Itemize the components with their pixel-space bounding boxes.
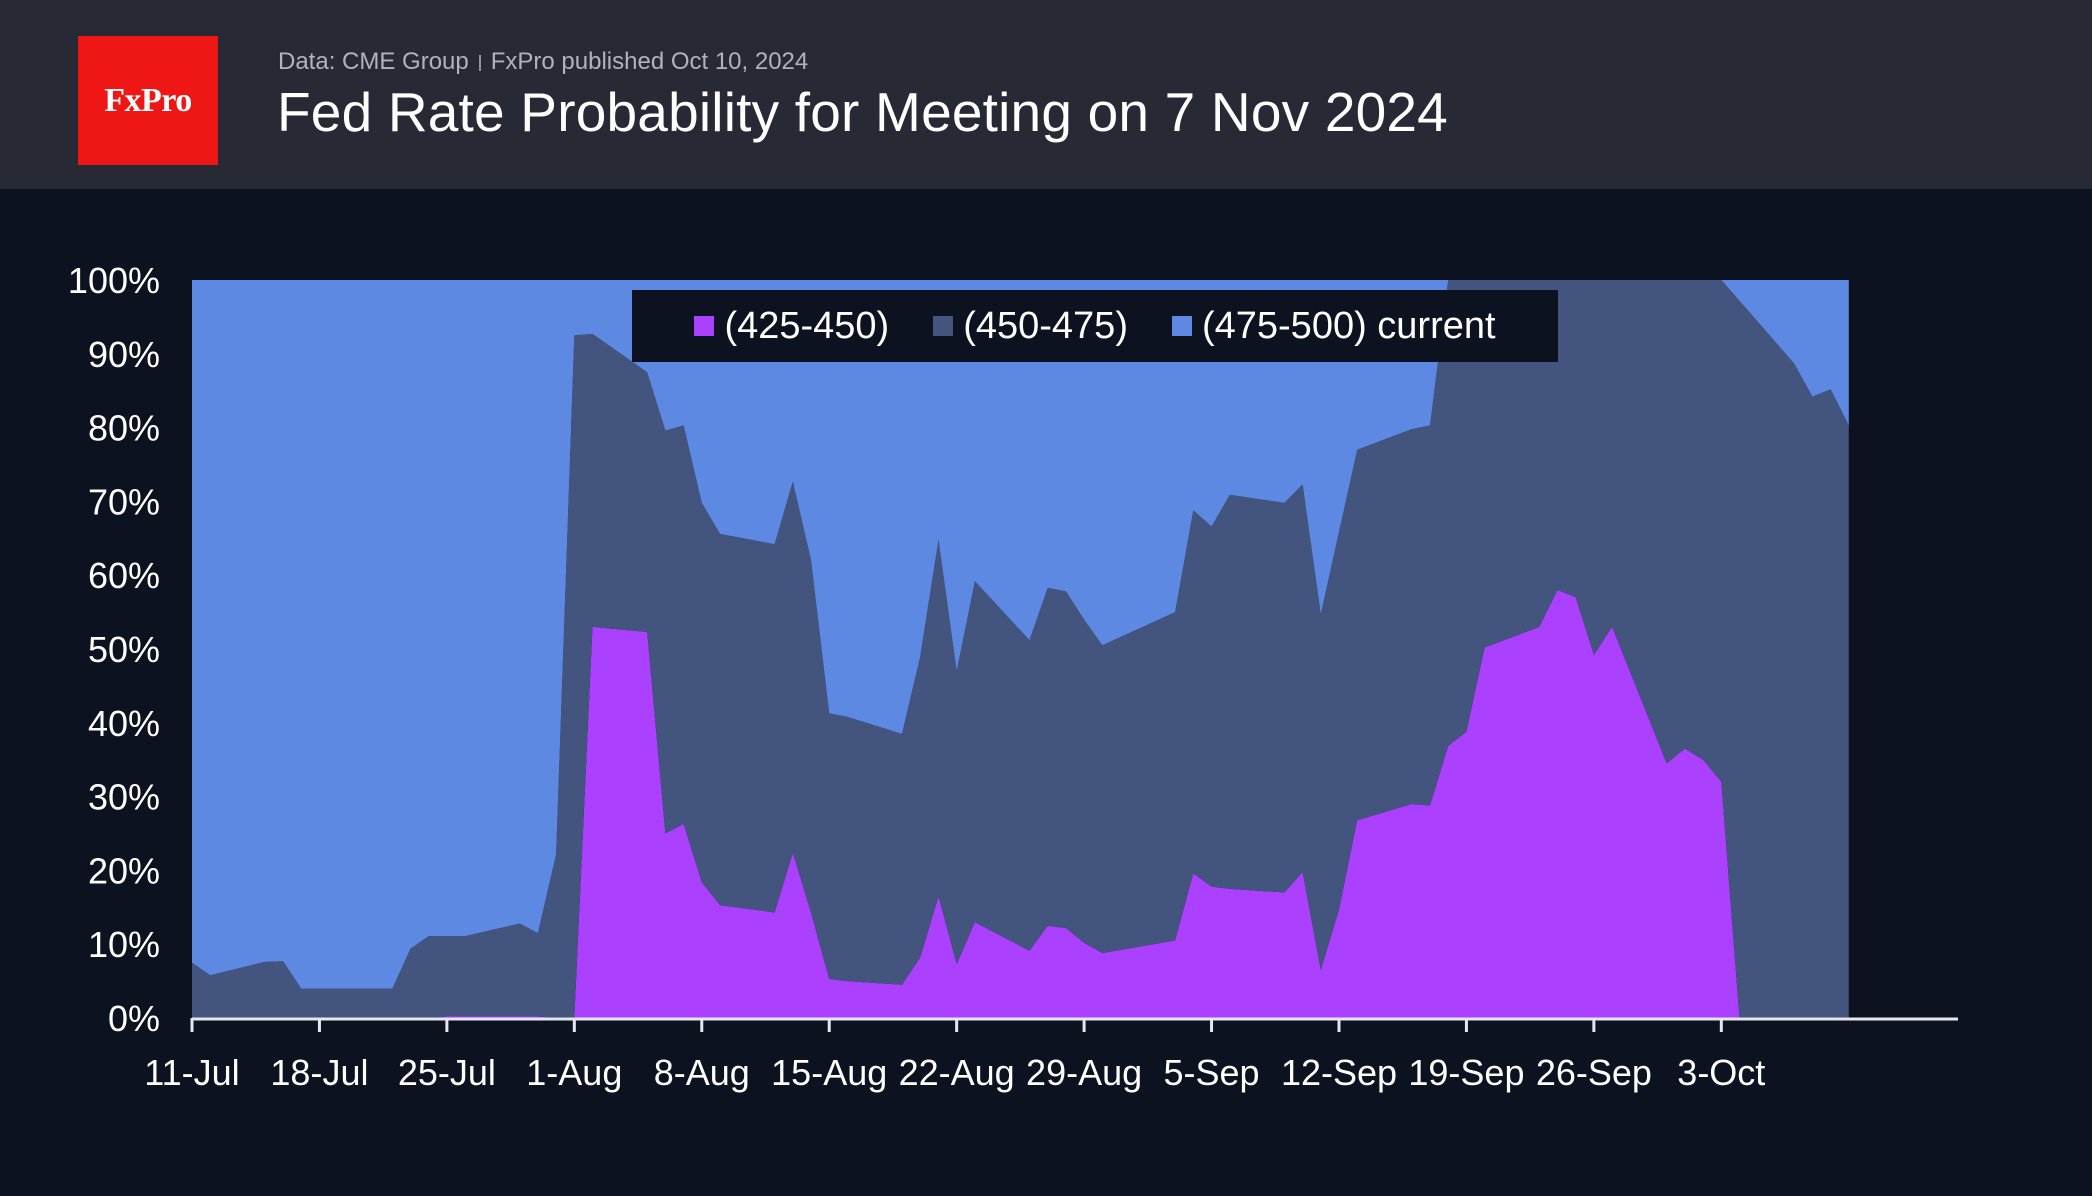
series-area-2 xyxy=(192,280,1849,989)
legend-label-425-450: (425-450) xyxy=(724,304,890,347)
legend-item-425-450: (425-450) xyxy=(694,305,889,348)
legend-label-475-500: (475-500) current xyxy=(1201,304,1496,347)
chart-meta: Data: CME Group FxPro published Oct 10, 2… xyxy=(278,48,808,76)
y-tick-label: 100% xyxy=(68,260,160,301)
logo-text: FxPro xyxy=(104,81,192,119)
legend-swatch-425-450 xyxy=(694,316,715,336)
chart-svg: 11-Jul 18-Jul 25-Jul 1-Aug 8-Aug 15-Aug 22-Aug… xyxy=(68,260,1958,1093)
x-tick-label: 1-Aug xyxy=(526,1052,622,1093)
published-text: FxPro published Oct 10, 2024 xyxy=(490,48,809,75)
y-tick-label: 90% xyxy=(88,334,160,375)
chart-legend: (425-450) (450-475) (475-500) current xyxy=(632,290,1558,362)
y-tick-label: 40% xyxy=(88,703,160,744)
x-tick-label: 29-Aug xyxy=(1026,1052,1142,1093)
x-tick-label: 25-Jul xyxy=(398,1052,496,1093)
y-tick-label: 70% xyxy=(88,481,160,522)
y-tick-label: 60% xyxy=(88,555,160,596)
y-tick-label: 10% xyxy=(88,924,160,965)
y-tick-label: 30% xyxy=(88,777,160,818)
legend-item-450-475: (450-475) xyxy=(933,305,1128,348)
x-tick-label: 3-Oct xyxy=(1677,1052,1765,1093)
legend-label-450-475: (450-475) xyxy=(963,304,1128,347)
y-tick-label: 80% xyxy=(88,408,160,449)
y-tick-label: 0% xyxy=(108,998,160,1039)
x-tick-label: 18-Jul xyxy=(270,1052,368,1093)
x-tick-label: 12-Sep xyxy=(1281,1052,1397,1093)
x-tick-label: 8-Aug xyxy=(654,1052,750,1093)
legend-swatch-450-475 xyxy=(933,316,954,336)
divider xyxy=(478,54,481,71)
chart-title: Fed Rate Probability for Meeting on 7 No… xyxy=(277,81,1448,143)
source-text: Data: CME Group xyxy=(278,48,469,75)
legend-item-475-500: (475-500) current xyxy=(1171,304,1496,348)
x-tick-label: 5-Sep xyxy=(1164,1052,1260,1093)
header-bar: FxPro Data: CME Group FxPro published Oct… xyxy=(0,0,2092,189)
y-tick-label: 20% xyxy=(88,850,160,891)
x-tick-label: 15-Aug xyxy=(771,1052,887,1093)
y-tick-label: 50% xyxy=(88,629,160,670)
x-tick-label: 11-Jul xyxy=(144,1052,239,1093)
series-area-0 xyxy=(192,590,1849,1018)
x-tick-label: 22-Aug xyxy=(899,1052,1015,1093)
x-tick-label: 19-Sep xyxy=(1408,1052,1524,1093)
fxpro-logo: FxPro xyxy=(78,36,218,165)
series-area-1 xyxy=(192,280,1849,1018)
x-tick-label: 26-Sep xyxy=(1536,1052,1652,1093)
chart-area: 11-Jul 18-Jul 25-Jul 1-Aug 8-Aug 15-Aug 22-Aug… xyxy=(0,189,2092,1196)
legend-swatch-475-500 xyxy=(1171,316,1192,336)
